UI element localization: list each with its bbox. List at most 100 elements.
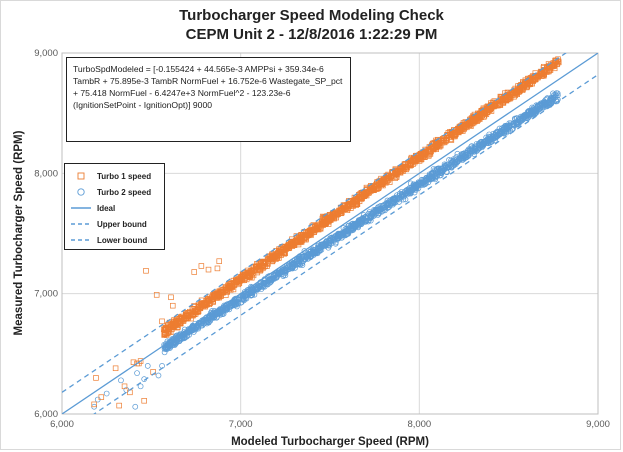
turbo-2-point — [335, 235, 342, 242]
turbo-2-point — [472, 146, 478, 153]
turbo-1-point — [141, 398, 147, 404]
turbo-1-point — [416, 158, 423, 164]
turbo-2-point — [396, 190, 403, 197]
turbo-1-point — [335, 211, 341, 217]
turbo-1-point — [317, 226, 324, 232]
legend-item-turbo-2: Turbo 2 speed — [69, 186, 151, 198]
turbo-2-point — [372, 207, 379, 214]
y-tick-label: 9,000 — [34, 48, 58, 59]
turbo-1-point — [191, 303, 197, 309]
turbo-2-point — [355, 217, 362, 223]
turbo-2-point — [548, 100, 555, 107]
turbo-2-point — [479, 142, 486, 149]
turbo-2-point — [410, 181, 417, 188]
turbo-2-point — [371, 206, 377, 213]
turbo-1-point — [290, 242, 297, 248]
turbo-1-point — [360, 191, 367, 198]
turbo-1-point — [228, 280, 234, 287]
turbo-1-point — [511, 90, 517, 97]
turbo-1-point — [191, 311, 198, 318]
turbo-2-point — [195, 325, 202, 332]
turbo-2-point — [426, 171, 433, 178]
legend-label: Lower bound — [97, 235, 148, 245]
turbo-1-point — [268, 254, 275, 260]
turbo-1-point — [352, 197, 359, 204]
turbo-2-point — [281, 266, 287, 272]
turbo-2-point — [457, 152, 464, 159]
turbo-2-point — [458, 151, 465, 157]
turbo-2-point — [467, 146, 474, 153]
legend-item-turbo-1: Turbo 1 speed — [69, 170, 151, 182]
turbo-2-point — [251, 291, 258, 298]
turbo-2-point — [209, 313, 216, 320]
turbo-1-point — [191, 269, 197, 275]
dashed-line-icon — [69, 218, 93, 230]
turbo-2-point — [172, 341, 179, 347]
turbo-2-point — [302, 256, 308, 263]
turbo-2-point — [450, 158, 456, 165]
equation-box: TurboSpdModeled = [-0.155424 + 44.565e-3… — [66, 57, 351, 142]
turbo-1-point — [217, 293, 224, 300]
turbo-1-point — [525, 81, 532, 88]
turbo-2-point — [542, 103, 549, 110]
turbo-2-point — [435, 171, 441, 178]
turbo-1-point — [168, 294, 174, 301]
turbo-2-point — [181, 334, 187, 340]
turbo-1-point — [448, 131, 455, 137]
turbo-1-point — [336, 207, 342, 214]
turbo-1-point — [337, 209, 344, 216]
y-tick-label: 8,000 — [34, 168, 58, 179]
turbo-1-point — [490, 99, 496, 106]
turbo-1-point — [143, 268, 149, 274]
turbo-2-point — [137, 383, 144, 390]
turbo-1-point — [418, 151, 424, 157]
turbo-2-point — [520, 116, 526, 123]
turbo-2-point — [511, 115, 518, 122]
turbo-1-point — [402, 161, 409, 167]
ideal-line — [62, 53, 598, 414]
turbo-1-point — [269, 253, 275, 259]
turbo-2-point — [132, 403, 139, 410]
legend-label: Turbo 2 speed — [97, 187, 152, 197]
turbo-1-point — [344, 203, 351, 209]
turbo-1-point — [233, 279, 240, 286]
plot-area — [61, 52, 599, 415]
turbo-2-point — [494, 128, 500, 135]
turbo-2-point — [435, 168, 441, 174]
turbo-1-point — [392, 170, 399, 177]
turbo-1-point — [230, 286, 237, 293]
turbo-1-point — [174, 319, 181, 325]
turbo-2-point — [217, 308, 224, 315]
turbo-2-point — [483, 137, 489, 144]
turbo-1-point — [263, 259, 269, 266]
turbo-1-point — [294, 238, 300, 245]
turbo-2-point — [164, 345, 171, 352]
turbo-1-point — [200, 303, 206, 310]
turbo-2-point — [274, 272, 281, 279]
turbo-1-point — [467, 121, 473, 128]
chart-title: Turbocharger Speed Modeling Check CEPM U… — [0, 6, 623, 44]
turbo-1-point — [175, 318, 181, 324]
turbo-2-point — [289, 264, 295, 271]
turbo-1-point — [457, 126, 464, 132]
turbo-1-point — [408, 154, 415, 161]
turbo-2-point — [448, 164, 455, 171]
turbo-1-point — [297, 234, 303, 241]
turbo-1-point — [312, 223, 318, 230]
turbo-2-point — [515, 117, 522, 124]
turbo-1-point — [375, 184, 382, 191]
turbo-2-point — [420, 182, 427, 188]
legend-label: Upper bound — [97, 219, 147, 229]
turbo-1-point — [433, 141, 439, 148]
x-tick-label: 9,000 — [586, 419, 610, 430]
turbo-2-point — [384, 205, 391, 211]
turbo-2-point — [394, 192, 400, 199]
turbo-1-point — [112, 365, 119, 372]
chart-title-line-2: CEPM Unit 2 - 12/8/2016 1:22:29 PM — [185, 26, 438, 43]
turbo-1-point — [184, 315, 190, 321]
legend-label: Ideal — [97, 203, 116, 213]
data-points — [91, 56, 562, 410]
turbo-2-point — [134, 370, 140, 376]
turbo-2-point — [541, 100, 548, 107]
